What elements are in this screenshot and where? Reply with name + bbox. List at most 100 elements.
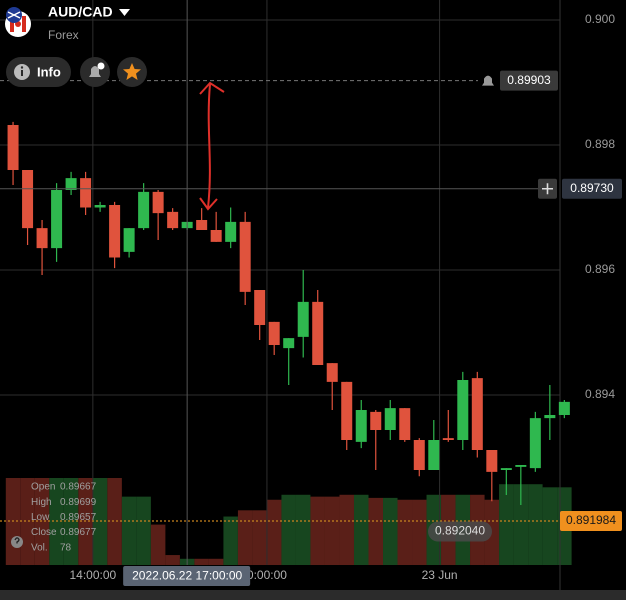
dropdown-arrow[interactable] [119,9,130,16]
candle-body [442,438,454,440]
favorite-button[interactable] [117,57,147,87]
crosshair-time-tag [123,566,251,586]
crosshair-price-tag [562,178,622,199]
volume-bar [34,478,50,565]
alerts-button[interactable] [80,57,110,87]
grid-layer [0,0,561,590]
ohlc-label: Low [31,512,50,523]
candle-body [94,205,106,208]
candle-body [268,321,280,345]
symbol[interactable]: AUD/CAD [48,4,113,20]
arrow-head-bottom [199,197,218,211]
bell-dot [97,62,105,70]
alert-tag-label: 0.89903 [507,73,551,87]
x-tick-label: 0:00:00 [247,568,287,582]
volume-bar [528,484,543,565]
ohlc-label: Vol. [31,542,48,553]
volume-bar [412,499,427,565]
volume-bar [208,558,224,565]
y-tick-label: 0.894 [585,387,615,401]
candle-body [123,228,135,252]
ohlc-label: High [31,497,52,508]
candle-body [36,228,48,249]
current-price-label: 0.891984 [566,513,616,527]
flag-ca-bar [22,16,26,32]
alert-bell [482,75,494,86]
info-icon-i [21,70,23,76]
volume-bar [353,494,369,565]
star-icon[interactable] [123,63,141,80]
candle-body [109,205,121,258]
candle-body [515,465,527,467]
candle-body [210,230,222,242]
volume-bar [324,496,340,565]
ohlc-value: 78 [60,542,72,553]
y-tick-label: 0.898 [585,137,615,151]
volume-bar [368,497,384,565]
candle-body [457,380,469,440]
candle-body [167,211,179,229]
candle-body [384,408,396,430]
volume-bar [499,484,514,565]
crosshair-time-label: 2022.06.22 17:00:00 [132,569,242,583]
info-button[interactable]: Info [6,57,71,87]
volume-bar [513,484,529,565]
marker-tag-label: 0.892040 [435,524,485,538]
candle-body [80,178,92,208]
ohlc-value: 0.89677 [60,527,97,538]
candle-body [370,411,382,430]
volume-bar [20,478,35,565]
ohlc-label: Close [31,527,57,538]
arrow-shaft [207,83,211,209]
candle-body [529,418,541,469]
marker-tag [428,521,492,542]
candle-body [65,178,77,190]
flag-icon [5,7,31,37]
candle-body [196,220,208,230]
volume-bar [310,496,325,565]
volume-bar [165,555,180,565]
candle-body [51,190,63,249]
overlay-layer: 0.900 0.898 0.896 0.894 14:00:00 0:00:00 23 Ju… [0,0,622,586]
help-icon-mark [14,537,20,544]
ohlc-value: 0.89667 [60,482,97,493]
bottom-bar [0,590,626,600]
ohlc-value: 0.89699 [60,497,97,508]
volume-bar [281,494,296,565]
candle-body [399,408,411,440]
candle-body [22,170,34,229]
ohlc-value: 0.89657 [60,512,97,523]
volume-bar [266,499,282,565]
volume-bar [136,496,151,565]
candle-body [239,221,251,292]
annotation-arrow [199,81,225,211]
market: Forex [48,28,79,42]
candle-body [355,410,367,442]
candle-body [500,468,512,470]
volume-bar [150,524,166,565]
candle-body [558,401,570,415]
candle-layer [7,121,570,505]
volume-layer [5,478,572,565]
ohlc-label: Open [31,482,55,493]
volume-bar [237,510,253,565]
candle-body [428,440,440,470]
candle-body [544,415,556,419]
y-tick-label: 0.896 [585,262,615,276]
plus-icon [542,183,553,195]
volume-bar [223,516,238,565]
volume-bar [121,496,137,565]
bell-icon[interactable] [89,66,101,77]
x-tick-label: 23 Jun [422,568,458,582]
candle-body [283,338,295,349]
candle-body [486,450,498,472]
info-label[interactable]: Info [37,64,61,79]
candle-body [413,440,425,470]
candle-body [471,378,483,450]
flag-ca-bar [10,16,14,32]
alert-tag [500,70,558,91]
candle-body [152,191,164,214]
volume-bar [295,494,311,565]
flag-au-cross [7,11,21,19]
